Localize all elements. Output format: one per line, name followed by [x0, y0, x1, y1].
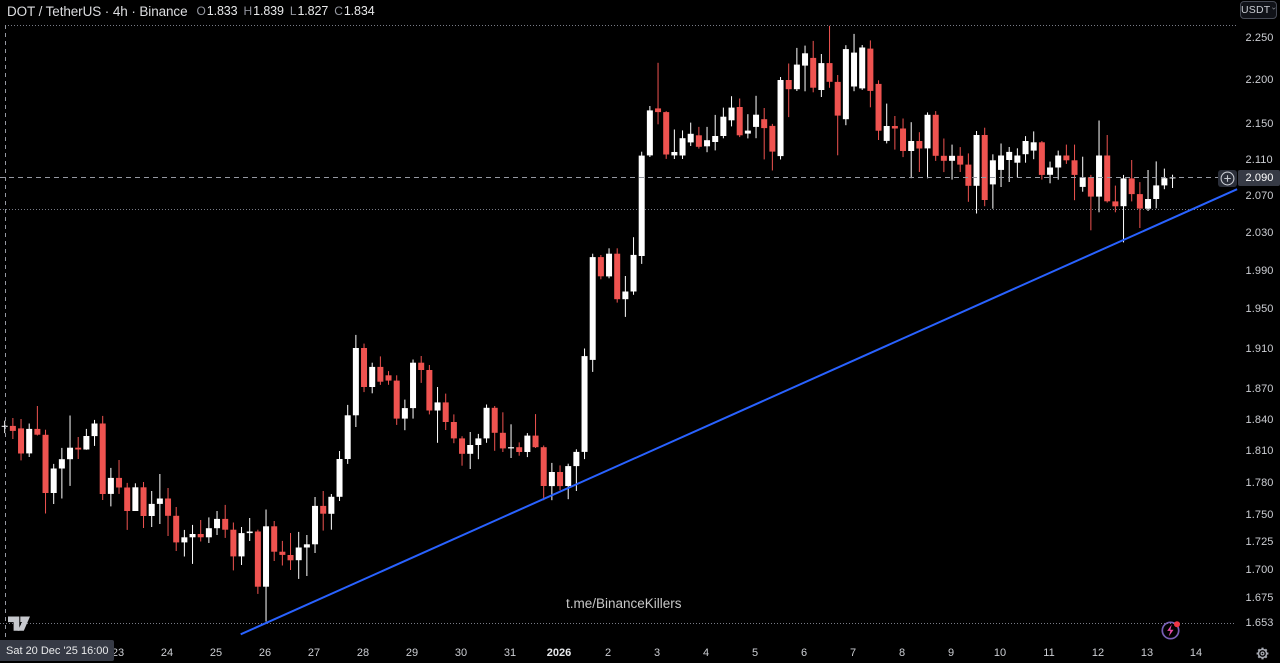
price-tick-label: 1.870	[1245, 382, 1274, 395]
price-tick-label: 1.653	[1245, 617, 1274, 630]
low-key: L	[289, 4, 297, 18]
price-tick-label: 1.990	[1245, 264, 1274, 277]
watermark-text: t.me/BinanceKillers	[566, 596, 682, 611]
time-tick-label: 6	[800, 647, 808, 659]
time-tick-label: 2	[604, 647, 612, 659]
candle-series	[1, 25, 1176, 622]
crosshair-time-label: Sat 20 Dec '25 16:00	[0, 640, 114, 661]
low-value: 1.827	[297, 4, 329, 18]
time-tick-label: 11	[1043, 647, 1055, 659]
price-tick-label: 2.150	[1245, 117, 1274, 130]
time-tick-label: 10	[993, 647, 1007, 659]
price-tick-label: 2.250	[1245, 31, 1274, 44]
time-tick-label: 25	[209, 647, 223, 659]
flash-boost-icon[interactable]	[1161, 621, 1180, 640]
price-tick-label: 1.840	[1245, 413, 1274, 426]
currency-unit-button[interactable]: USDT	[1240, 1, 1277, 19]
time-tick-label: 9	[947, 647, 955, 659]
chevron-down-icon	[1272, 7, 1276, 10]
add-alert-plus-button[interactable]	[1218, 169, 1237, 187]
time-tick-label: 8	[898, 647, 906, 659]
open-value: 1.833	[206, 4, 238, 18]
currency-label: USDT	[1241, 4, 1271, 16]
crosshair-date-value: Sat 20 Dec '25	[6, 644, 78, 657]
trendline-drawing[interactable]	[240, 188, 1238, 636]
crosshair-time-value: 16:00	[81, 644, 109, 657]
time-tick-label: 4	[702, 647, 710, 659]
price-tick-label: 1.950	[1245, 303, 1274, 316]
high-value: 1.839	[253, 4, 284, 18]
time-axis-settings-gear-icon[interactable]	[1252, 643, 1272, 663]
time-tick-label: 7	[849, 647, 857, 659]
price-tick-label: 2.110	[1245, 153, 1273, 166]
time-tick-label: 2026	[546, 647, 572, 659]
time-axis[interactable]: 23 24 25 26 27 28 29 30 31 2026 2 3 4 5 6 7 8 9 10 11 12 13 14	[0, 643, 1280, 663]
time-tick-label: 27	[307, 647, 321, 659]
price-tick-label: 2.200	[1245, 74, 1274, 87]
plus-circle-icon	[1220, 171, 1235, 185]
price-axis[interactable]: 2.250 2.200 2.150 2.110 2.070 2.030 1.990 1.950…	[1236, 0, 1280, 643]
price-tick-label: 1.750	[1245, 508, 1274, 521]
close-value: 1.834	[343, 4, 375, 18]
price-tick-label: 1.910	[1245, 342, 1274, 355]
time-tick-label: 26	[258, 647, 272, 659]
symbol-legend: DOT / TetherUS · 4h · Binance O 1.833 H 1.…	[7, 2, 375, 20]
price-tick-label: 1.675	[1245, 592, 1274, 605]
time-tick-label: 31	[503, 647, 517, 659]
time-tick-label: 28	[356, 647, 370, 659]
crosshair-price-label: 2.090	[1237, 170, 1280, 186]
time-tick-label: 13	[1140, 647, 1154, 659]
time-tick-label: 12	[1091, 647, 1105, 659]
time-tick-label: 24	[160, 647, 174, 659]
price-tick-label: 1.810	[1245, 444, 1274, 457]
close-key: C	[334, 4, 343, 18]
price-tick-label: 2.070	[1245, 189, 1274, 202]
crosshair-price-value: 2.090	[1245, 172, 1274, 184]
ohlc-values: O 1.833 H 1.839 L 1.827 C 1.834	[197, 4, 375, 18]
price-tick-label: 2.030	[1245, 226, 1274, 239]
price-tick-label: 1.725	[1245, 536, 1274, 549]
time-tick-label: 29	[405, 647, 419, 659]
time-tick-label: 5	[751, 647, 759, 659]
price-tick-label: 1.700	[1245, 564, 1274, 576]
price-tick-label: 1.780	[1245, 476, 1274, 489]
tradingview-logo[interactable]	[7, 616, 30, 631]
time-tick-label: 23	[111, 647, 125, 659]
high-key: H	[243, 4, 253, 18]
time-tick-label: 14	[1189, 647, 1203, 659]
symbol-title[interactable]: DOT / TetherUS · 4h · Binance	[7, 3, 188, 19]
time-tick-label: 3	[653, 647, 661, 659]
time-tick-label: 30	[454, 647, 468, 659]
open-key: O	[196, 4, 206, 18]
